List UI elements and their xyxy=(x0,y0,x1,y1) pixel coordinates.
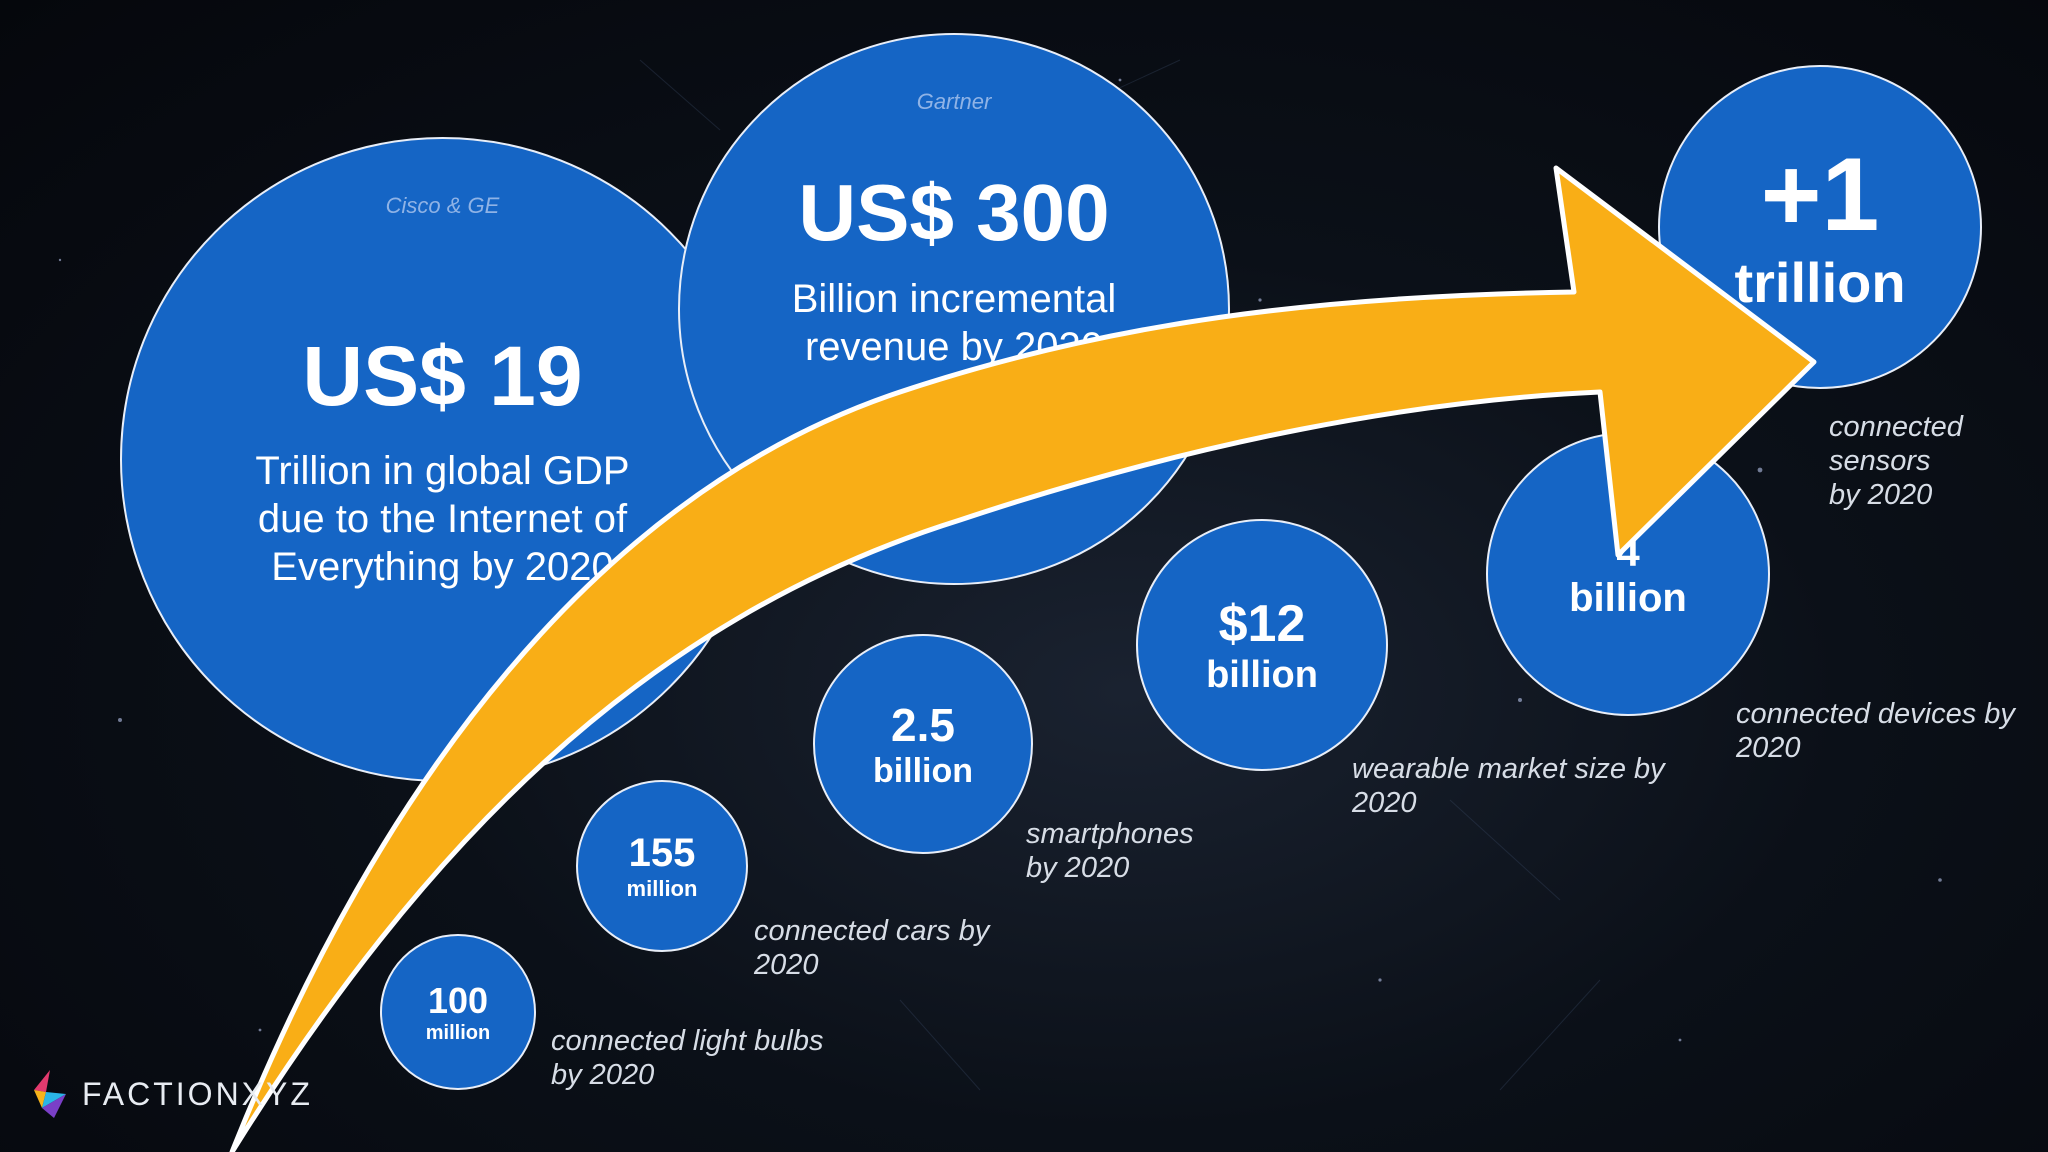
bulbs-bubble: 100 million xyxy=(380,934,536,1090)
sensors-value: +1 xyxy=(1760,136,1880,253)
revenue-value: US$ 300 xyxy=(798,168,1110,257)
cars-unit: million xyxy=(626,875,698,901)
logo-mark-icon xyxy=(34,1070,66,1118)
revenue-description: Billion incremental revenue by 2020 xyxy=(791,277,1117,369)
devices-unit: billion xyxy=(1569,575,1687,620)
sensors-unit: trillion xyxy=(1734,250,1906,314)
revenue-source: Gartner xyxy=(916,89,992,114)
sensors-caption: connected sensors by 2020 xyxy=(1829,411,1963,511)
logo-text: FACTIONXYZ xyxy=(82,1075,313,1112)
smartphones-bubble: 2.5 billion xyxy=(813,634,1033,854)
sensors-bubble: +1 trillion xyxy=(1658,65,1982,389)
smartphones-value: 2.5 xyxy=(891,698,955,751)
cars-caption: connected cars by 2020 xyxy=(754,915,990,981)
wearables-value: $12 xyxy=(1218,594,1306,653)
wearables-unit: billion xyxy=(1206,653,1318,696)
faction-logo: FACTIONXYZ xyxy=(28,1068,313,1120)
gdp-source: Cisco & GE xyxy=(385,193,500,218)
cars-bubble: 155 million xyxy=(576,780,748,952)
smartphones-unit: billion xyxy=(872,751,974,790)
wearables-bubble: $12 billion xyxy=(1136,519,1388,771)
gdp-description: Trillion in global GDP due to the Intern… xyxy=(255,449,630,589)
bulbs-value: 100 xyxy=(427,979,489,1021)
bulbs-unit: million xyxy=(425,1021,491,1044)
cars-value: 155 xyxy=(628,830,696,875)
bulbs-caption: connected light bulbs by 2020 xyxy=(551,1025,824,1091)
gdp-bubble: Cisco & GE US$ 19 Trillion in global GDP… xyxy=(120,137,765,782)
devices-caption: connected devices by 2020 xyxy=(1736,698,2015,764)
gdp-value: US$ 19 xyxy=(302,329,583,423)
smartphones-caption: smartphones by 2020 xyxy=(1026,818,1194,884)
wearables-caption: wearable market size by 2020 xyxy=(1352,753,1665,819)
